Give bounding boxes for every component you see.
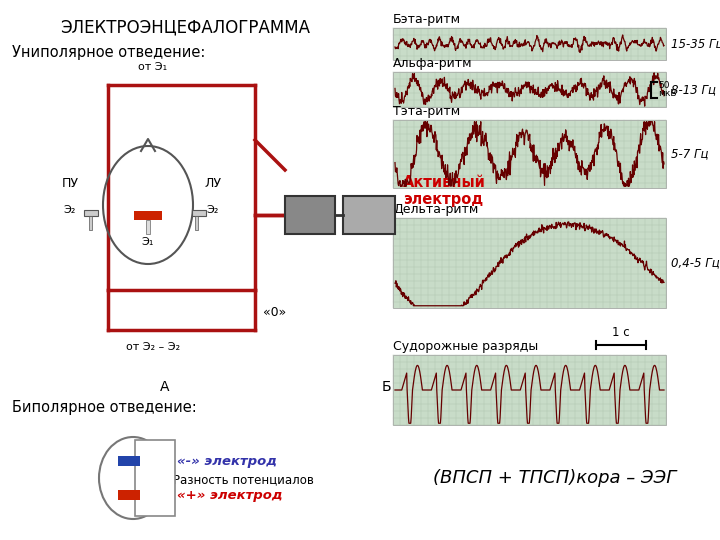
Text: Ус: Ус: [300, 206, 320, 224]
Text: А: А: [161, 380, 170, 394]
Text: Униполярное отведение:: Униполярное отведение:: [12, 45, 205, 60]
Bar: [89, 216, 92, 230]
Bar: [393, 120, 666, 188]
Text: ЛУ: ЛУ: [204, 177, 222, 190]
Bar: [134, 211, 162, 220]
Text: «+» электрод: «+» электрод: [177, 489, 283, 502]
Text: «0»: «0»: [263, 307, 287, 320]
Text: Э₁: Э₁: [142, 237, 154, 247]
Text: (ВПСП + ТПСП)кора – ЭЭГ: (ВПСП + ТПСП)кора – ЭЭГ: [433, 469, 677, 487]
Text: 1 с: 1 с: [612, 326, 630, 339]
Text: Альфа-ритм: Альфа-ритм: [393, 57, 472, 70]
Bar: [393, 355, 666, 425]
Text: от Э₂ – Э₂: от Э₂ – Э₂: [126, 342, 180, 352]
Text: мкВ: мкВ: [658, 89, 677, 98]
Bar: [343, 196, 395, 234]
Text: 50: 50: [658, 80, 670, 90]
Text: Судорожные разряды: Судорожные разряды: [393, 340, 539, 353]
Text: 0,4-5 Гц: 0,4-5 Гц: [671, 256, 720, 269]
Text: Активный
электрод: Активный электрод: [403, 175, 486, 207]
Bar: [146, 220, 150, 234]
Bar: [118, 456, 140, 466]
Text: Тэта-ритм: Тэта-ритм: [393, 105, 460, 118]
Text: «-» электрод: «-» электрод: [177, 455, 277, 468]
Bar: [118, 490, 140, 500]
Bar: [135, 440, 175, 516]
Bar: [393, 218, 666, 308]
Text: Ру: Ру: [359, 206, 379, 224]
Bar: [192, 210, 206, 216]
Text: ПУ: ПУ: [61, 177, 78, 190]
Bar: [393, 28, 666, 60]
Text: Э₂: Э₂: [64, 205, 76, 215]
Text: 15-35 Гц: 15-35 Гц: [671, 37, 720, 51]
Text: от Э₁: от Э₁: [138, 62, 168, 72]
Text: ЭЛЕКТРОЭНЦЕФАЛОГРАММА: ЭЛЕКТРОЭНЦЕФАЛОГРАММА: [60, 18, 310, 36]
Text: Б: Б: [382, 380, 392, 394]
Text: Разность потенциалов: Разность потенциалов: [173, 474, 314, 487]
Bar: [84, 210, 98, 216]
Text: Биполярное отведение:: Биполярное отведение:: [12, 400, 197, 415]
Text: Дельта-ритм: Дельта-ритм: [393, 203, 478, 216]
Text: Э₂: Э₂: [207, 205, 219, 215]
Bar: [285, 196, 335, 234]
Text: 8-13 Гц: 8-13 Гц: [671, 83, 716, 96]
Text: Бэта-ритм: Бэта-ритм: [393, 13, 461, 26]
Text: 5-7 Гц: 5-7 Гц: [671, 147, 708, 160]
Bar: [195, 216, 198, 230]
Bar: [393, 72, 666, 107]
